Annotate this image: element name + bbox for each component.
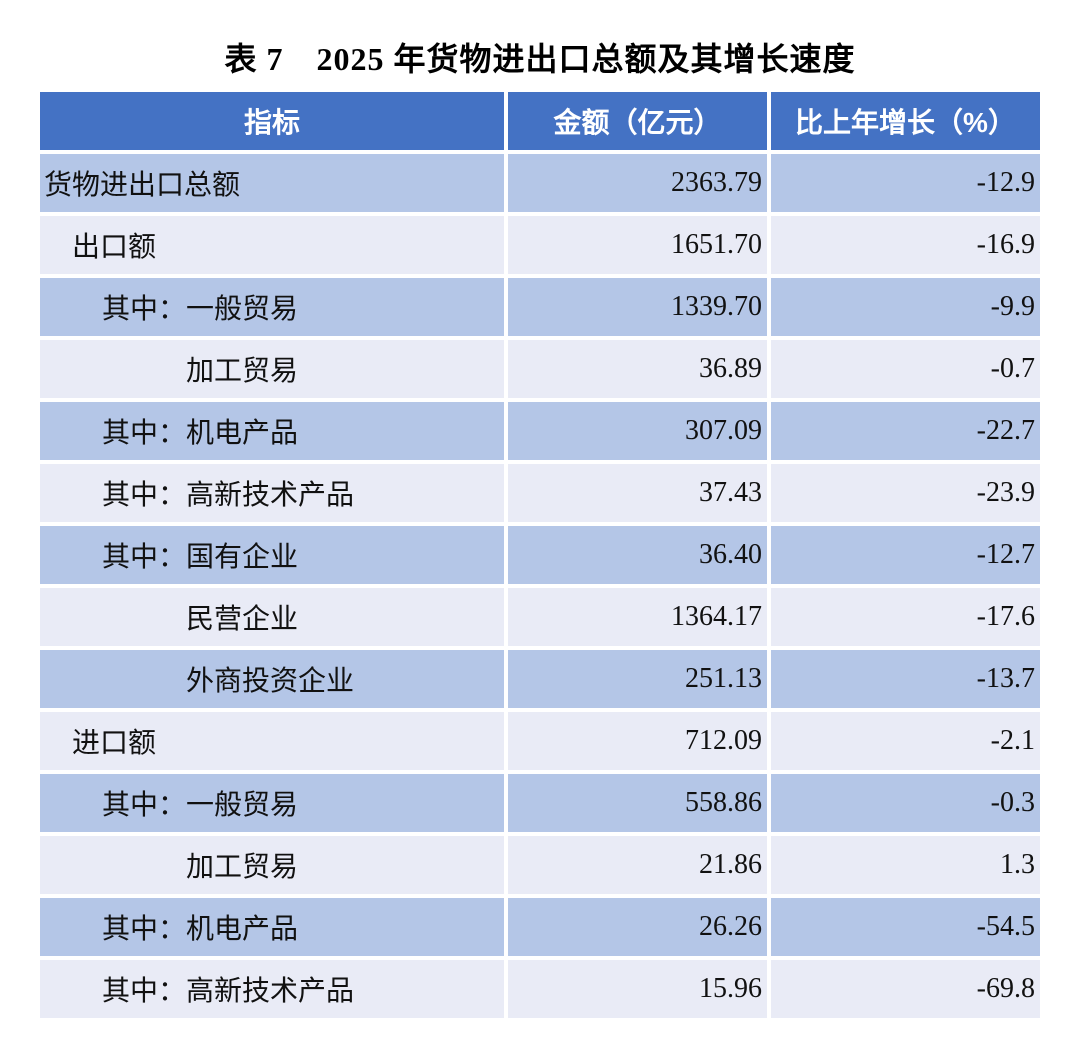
indicator-cell: 加工贸易 (40, 340, 504, 398)
header-cell-indicator: 指标 (40, 92, 504, 150)
table-body: 货物进出口总额 2363.79 -12.9 出口额 1651.70 -16.9 其中：一般贸… (40, 154, 1040, 1018)
amount-cell: 251.13 (508, 650, 767, 708)
amount-cell: 1651.70 (508, 216, 767, 274)
growth-cell: -22.7 (771, 402, 1040, 460)
indicator-cell: 加工贸易 (40, 836, 504, 894)
indicator-cell: 进口额 (40, 712, 504, 770)
growth-cell: -13.7 (771, 650, 1040, 708)
table-row: 进口额 712.09 -2.1 (40, 712, 1040, 770)
growth-cell: -69.8 (771, 960, 1040, 1018)
trade-table: 指标 金额（亿元） 比上年增长（%） 货物进出口总额 2363.79 -12.9 出口… (40, 92, 1040, 1018)
growth-cell: -2.1 (771, 712, 1040, 770)
amount-cell: 36.40 (508, 526, 767, 584)
indicator-cell: 其中：国有企业 (40, 526, 504, 584)
table-row: 其中：国有企业 36.40 -12.7 (40, 526, 1040, 584)
growth-cell: -16.9 (771, 216, 1040, 274)
amount-cell: 1364.17 (508, 588, 767, 646)
page-title: 表 7 2025 年货物进出口总额及其增长速度 (224, 41, 856, 77)
table-row: 外商投资企业 251.13 -13.7 (40, 650, 1040, 708)
indicator-cell: 其中：一般贸易 (40, 774, 504, 832)
amount-cell: 712.09 (508, 712, 767, 770)
amount-cell: 307.09 (508, 402, 767, 460)
amount-cell: 37.43 (508, 464, 767, 522)
indicator-cell: 其中：机电产品 (40, 402, 504, 460)
growth-cell: -17.6 (771, 588, 1040, 646)
indicator-cell: 出口额 (40, 216, 504, 274)
indicator-cell: 其中：机电产品 (40, 898, 504, 956)
header-cell-growth: 比上年增长（%） (771, 92, 1040, 150)
table-row: 其中：机电产品 26.26 -54.5 (40, 898, 1040, 956)
amount-cell: 558.86 (508, 774, 767, 832)
indicator-cell: 民营企业 (40, 588, 504, 646)
table-row: 加工贸易 21.86 1.3 (40, 836, 1040, 894)
table-row: 其中：一般贸易 558.86 -0.3 (40, 774, 1040, 832)
growth-cell: -12.7 (771, 526, 1040, 584)
amount-cell: 1339.70 (508, 278, 767, 336)
indicator-cell: 其中：一般贸易 (40, 278, 504, 336)
table-row: 其中：一般贸易 1339.70 -9.9 (40, 278, 1040, 336)
growth-cell: -12.9 (771, 154, 1040, 212)
header-cell-amount: 金额（亿元） (508, 92, 767, 150)
indicator-cell: 其中：高新技术产品 (40, 960, 504, 1018)
growth-cell: 1.3 (771, 836, 1040, 894)
growth-cell: -23.9 (771, 464, 1040, 522)
growth-cell: -0.3 (771, 774, 1040, 832)
amount-cell: 26.26 (508, 898, 767, 956)
amount-cell: 15.96 (508, 960, 767, 1018)
table-row: 其中：高新技术产品 37.43 -23.9 (40, 464, 1040, 522)
growth-cell: -9.9 (771, 278, 1040, 336)
table-row: 其中：高新技术产品 15.96 -69.8 (40, 960, 1040, 1018)
table-row: 加工贸易 36.89 -0.7 (40, 340, 1040, 398)
amount-cell: 2363.79 (508, 154, 767, 212)
growth-cell: -54.5 (771, 898, 1040, 956)
amount-cell: 36.89 (508, 340, 767, 398)
table-row: 民营企业 1364.17 -17.6 (40, 588, 1040, 646)
table-header-row: 指标 金额（亿元） 比上年增长（%） (40, 92, 1040, 150)
indicator-cell: 货物进出口总额 (40, 154, 504, 212)
indicator-cell: 外商投资企业 (40, 650, 504, 708)
growth-cell: -0.7 (771, 340, 1040, 398)
indicator-cell: 其中：高新技术产品 (40, 464, 504, 522)
table-row: 货物进出口总额 2363.79 -12.9 (40, 154, 1040, 212)
amount-cell: 21.86 (508, 836, 767, 894)
table-row: 出口额 1651.70 -16.9 (40, 216, 1040, 274)
table-row: 其中：机电产品 307.09 -22.7 (40, 402, 1040, 460)
